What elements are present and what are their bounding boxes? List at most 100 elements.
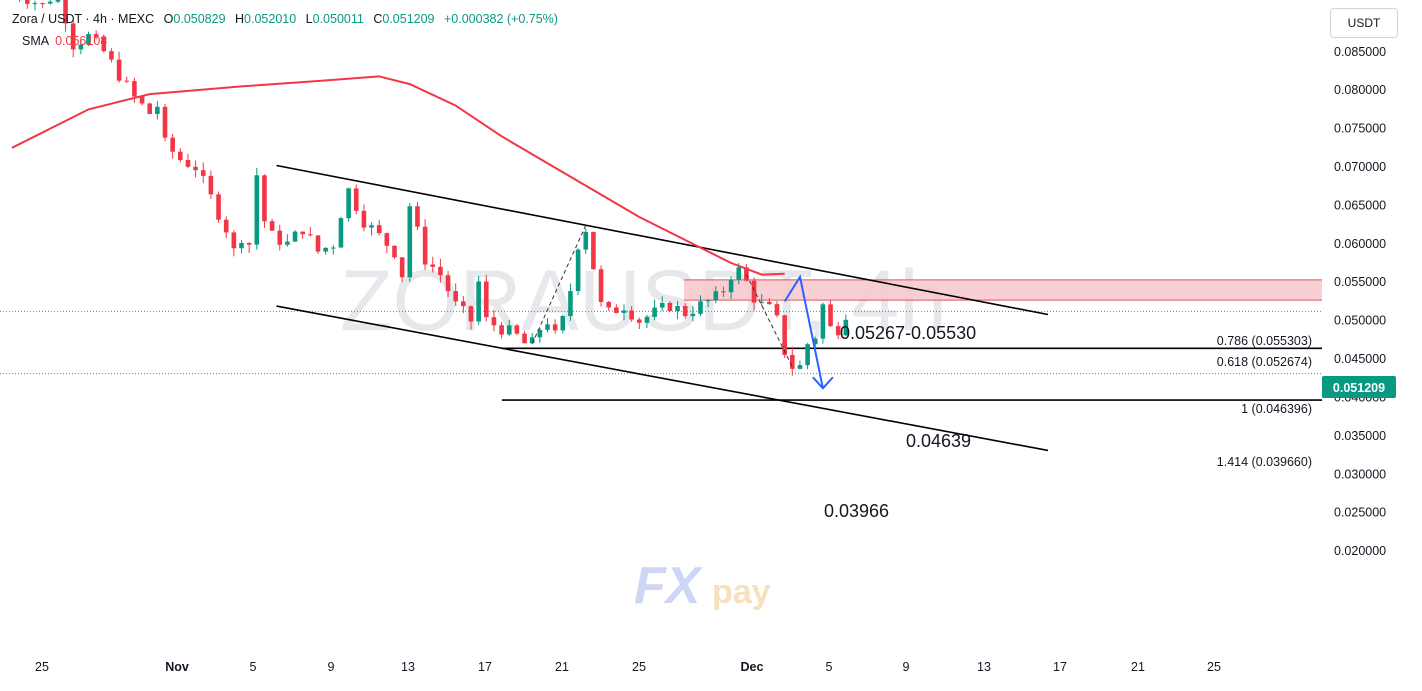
candle-body xyxy=(399,257,405,278)
fib-label-0786: 0.786 (0.055303) xyxy=(1217,334,1312,348)
candle-body xyxy=(315,235,321,252)
candle-body xyxy=(369,225,374,228)
candle-body xyxy=(101,37,107,52)
candle-body xyxy=(713,291,719,301)
candle-body xyxy=(545,324,550,330)
x-tick-label: 25 xyxy=(632,660,646,674)
candle-body xyxy=(560,316,566,331)
y-tick-label: 0.050000 xyxy=(1334,314,1386,328)
zone-annotation: 0.05267-0.05530 xyxy=(840,323,976,343)
candle-body xyxy=(598,269,604,302)
time-axis[interactable]: 25 Nov 5 9 13 17 21 25 Dec 5 9 13 17 21 25 xyxy=(35,660,1221,674)
candle-body xyxy=(637,319,642,323)
candle-body xyxy=(47,1,53,4)
price-axis[interactable]: 0.0950000.0900000.0850000.0800000.075000… xyxy=(1334,0,1386,558)
candle-body xyxy=(300,231,305,235)
annotations: 0.05267-0.05530 0.04639 0.03966 xyxy=(824,323,976,521)
candle-body xyxy=(828,304,833,327)
candle-body xyxy=(820,304,826,339)
sma-line xyxy=(11,75,785,276)
candle-body xyxy=(790,354,795,369)
candle-body xyxy=(744,267,749,281)
ohlc-open: O0.050829 xyxy=(163,12,226,26)
candle-body xyxy=(537,329,543,338)
candle-body xyxy=(40,3,45,5)
candle-body xyxy=(575,249,581,292)
candle-body xyxy=(621,310,627,313)
target2-annotation: 0.03966 xyxy=(824,501,889,521)
x-tick-label: 17 xyxy=(478,660,492,674)
fxpay-logo: FX pay xyxy=(634,557,771,615)
candle-body xyxy=(353,188,359,211)
candle-body xyxy=(675,306,680,312)
candle-body xyxy=(591,231,596,270)
candle-body xyxy=(292,231,298,242)
candle-body xyxy=(78,44,84,50)
candle-body xyxy=(331,247,336,249)
candle-body xyxy=(522,333,527,344)
candle-body xyxy=(759,301,764,303)
y-tick-label: 0.030000 xyxy=(1334,467,1386,481)
candle-body xyxy=(55,0,61,2)
channel-lower xyxy=(276,305,1049,452)
candle-body xyxy=(86,34,91,45)
candle-body xyxy=(231,232,237,249)
candles xyxy=(19,0,849,376)
fib-label-0618: 0.618 (0.052674) xyxy=(1217,355,1312,369)
candle-body xyxy=(193,166,198,171)
candle-body xyxy=(484,281,489,318)
target1-annotation: 0.04639 xyxy=(906,431,971,451)
x-tick-label: 13 xyxy=(401,660,415,674)
zone-rect xyxy=(684,279,1322,301)
projection-arrow xyxy=(783,274,834,390)
candle-body xyxy=(254,175,260,245)
swing-dash-up xyxy=(531,225,587,344)
swing-dash-down xyxy=(745,274,793,367)
candle-body xyxy=(767,301,772,305)
candle-body xyxy=(223,219,229,233)
y-tick-label: 0.085000 xyxy=(1334,45,1386,59)
candle-body xyxy=(93,34,99,38)
y-tick-label: 0.075000 xyxy=(1334,122,1386,136)
candle-body xyxy=(652,307,657,317)
ohlc-high: H0.052010 xyxy=(235,12,297,26)
candle-body xyxy=(774,304,780,316)
candle-body xyxy=(659,302,665,308)
sma-legend[interactable]: SMA 0.056108 xyxy=(22,34,108,48)
candle-body xyxy=(70,23,76,50)
candle-body xyxy=(506,325,512,335)
candle-body xyxy=(797,365,803,369)
candle-body xyxy=(346,188,351,219)
x-tick-label: 25 xyxy=(35,660,49,674)
x-tick-label: Dec xyxy=(741,660,764,674)
candle-body xyxy=(705,300,711,302)
candle-body xyxy=(698,301,703,314)
candle-body xyxy=(239,242,244,249)
fib-label-1414: 1.414 (0.039660) xyxy=(1217,455,1312,469)
pair-label[interactable]: Zora / USDT · 4h · MEXC xyxy=(12,12,155,26)
currency-button[interactable]: USDT xyxy=(1330,8,1398,38)
candle-body xyxy=(384,233,390,246)
candle-body xyxy=(147,103,152,114)
sma-polyline xyxy=(11,75,785,276)
candle-body xyxy=(614,307,619,313)
candle-body xyxy=(155,106,160,114)
candle-body xyxy=(461,301,466,307)
y-tick-label: 0.045000 xyxy=(1334,352,1386,366)
candle-body xyxy=(361,210,367,228)
candle-body xyxy=(843,319,849,336)
candle-body xyxy=(690,313,696,317)
candle-body xyxy=(216,194,221,220)
y-tick-label: 0.070000 xyxy=(1334,160,1386,174)
candle-body xyxy=(277,230,283,245)
descending-channel xyxy=(276,164,1049,452)
candle-body xyxy=(246,242,252,245)
candle-body xyxy=(835,326,841,336)
ohlc-low: L0.050011 xyxy=(305,12,364,26)
candle-body xyxy=(751,280,757,303)
candle-body xyxy=(529,337,535,344)
last-price-label: 0.051209 xyxy=(1333,381,1385,395)
fxpay-logo-pay: pay xyxy=(712,573,771,611)
candle-body xyxy=(552,324,558,331)
